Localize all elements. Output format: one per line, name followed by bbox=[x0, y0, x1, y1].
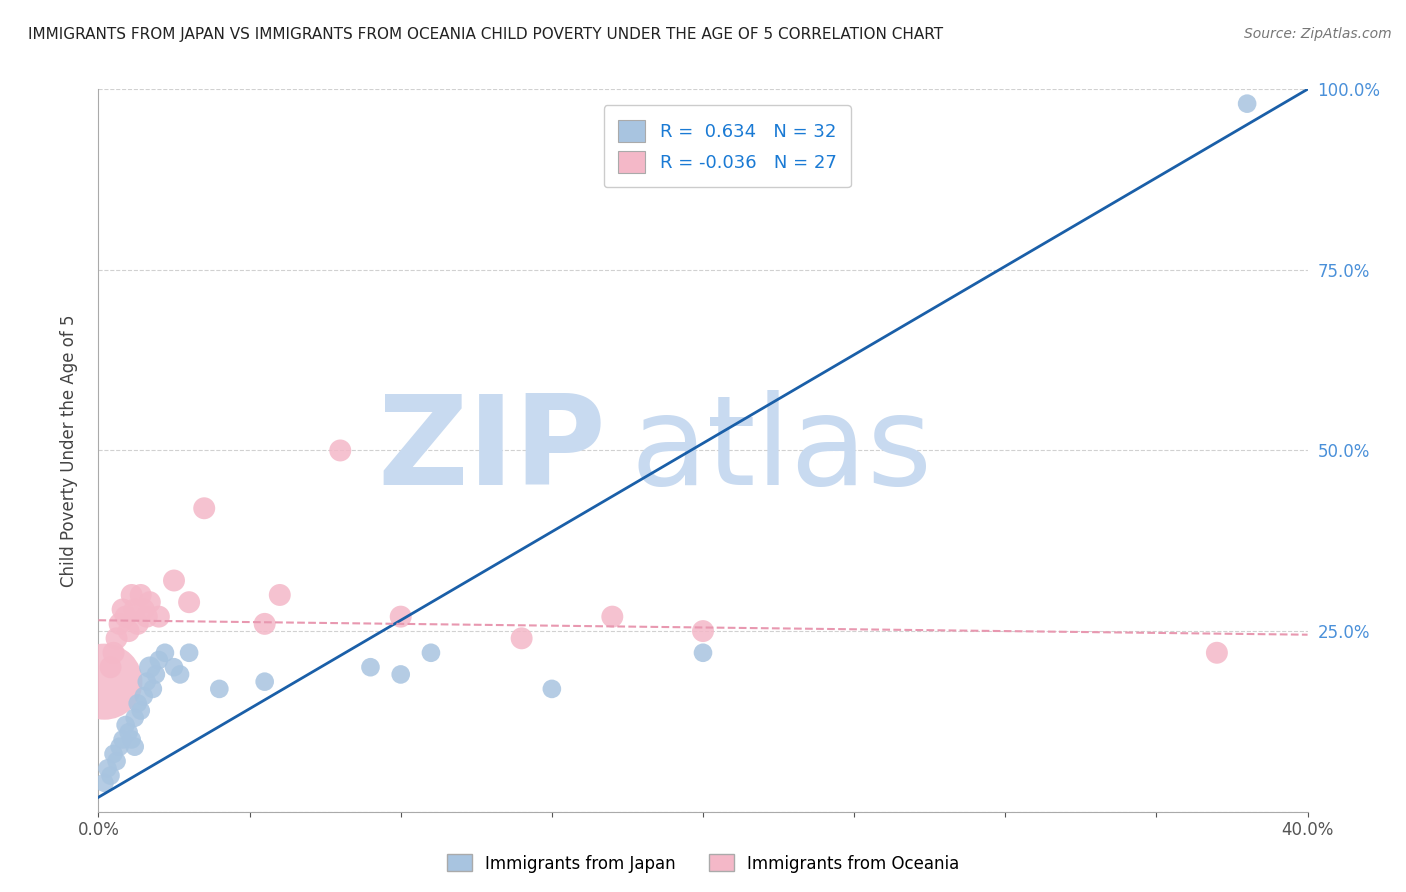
Point bbox=[253, 616, 276, 631]
Point bbox=[510, 632, 533, 646]
Point bbox=[153, 646, 176, 660]
Y-axis label: Child Poverty Under the Age of 5: Child Poverty Under the Age of 5 bbox=[59, 314, 77, 587]
Point bbox=[103, 747, 125, 761]
Point bbox=[121, 588, 143, 602]
Point bbox=[127, 696, 149, 710]
Point bbox=[193, 501, 215, 516]
Point bbox=[132, 602, 155, 616]
Point bbox=[108, 739, 131, 754]
Point bbox=[127, 616, 149, 631]
Point bbox=[148, 609, 170, 624]
Point bbox=[118, 624, 141, 639]
Point bbox=[602, 609, 624, 624]
Point bbox=[179, 595, 201, 609]
Legend: Immigrants from Japan, Immigrants from Oceania: Immigrants from Japan, Immigrants from O… bbox=[440, 847, 966, 880]
Point bbox=[389, 667, 412, 681]
Point bbox=[132, 689, 155, 703]
Point bbox=[105, 754, 128, 768]
Point bbox=[96, 761, 118, 775]
Point bbox=[420, 646, 443, 660]
Point bbox=[129, 588, 152, 602]
Point bbox=[103, 646, 125, 660]
Point bbox=[540, 681, 562, 696]
Point bbox=[269, 588, 291, 602]
Point bbox=[389, 609, 412, 624]
Point bbox=[111, 602, 134, 616]
Point bbox=[100, 769, 122, 783]
Text: ZIP: ZIP bbox=[378, 390, 606, 511]
Point bbox=[163, 660, 186, 674]
Point bbox=[114, 718, 136, 732]
Point bbox=[692, 646, 714, 660]
Point bbox=[129, 704, 152, 718]
Point bbox=[1236, 96, 1258, 111]
Point bbox=[108, 616, 131, 631]
Point bbox=[145, 667, 167, 681]
Point bbox=[121, 732, 143, 747]
Point bbox=[124, 602, 146, 616]
Point bbox=[208, 681, 231, 696]
Point bbox=[148, 653, 170, 667]
Legend: R =  0.634   N = 32, R = -0.036   N = 27: R = 0.634 N = 32, R = -0.036 N = 27 bbox=[603, 105, 851, 187]
Point bbox=[692, 624, 714, 639]
Point bbox=[163, 574, 186, 588]
Point bbox=[100, 660, 122, 674]
Text: Source: ZipAtlas.com: Source: ZipAtlas.com bbox=[1244, 27, 1392, 41]
Point bbox=[139, 660, 162, 674]
Point bbox=[360, 660, 382, 674]
Point bbox=[169, 667, 191, 681]
Text: IMMIGRANTS FROM JAPAN VS IMMIGRANTS FROM OCEANIA CHILD POVERTY UNDER THE AGE OF : IMMIGRANTS FROM JAPAN VS IMMIGRANTS FROM… bbox=[28, 27, 943, 42]
Point bbox=[118, 725, 141, 739]
Point bbox=[253, 674, 276, 689]
Point bbox=[93, 776, 115, 790]
Point bbox=[114, 609, 136, 624]
Point bbox=[139, 595, 162, 609]
Point bbox=[124, 739, 146, 754]
Point bbox=[105, 632, 128, 646]
Point bbox=[1206, 646, 1229, 660]
Point bbox=[111, 732, 134, 747]
Point bbox=[142, 681, 165, 696]
Point bbox=[124, 711, 146, 725]
Text: atlas: atlas bbox=[630, 390, 932, 511]
Point bbox=[135, 609, 157, 624]
Point bbox=[135, 674, 157, 689]
Point bbox=[179, 646, 201, 660]
Point bbox=[93, 674, 115, 689]
Point bbox=[329, 443, 352, 458]
